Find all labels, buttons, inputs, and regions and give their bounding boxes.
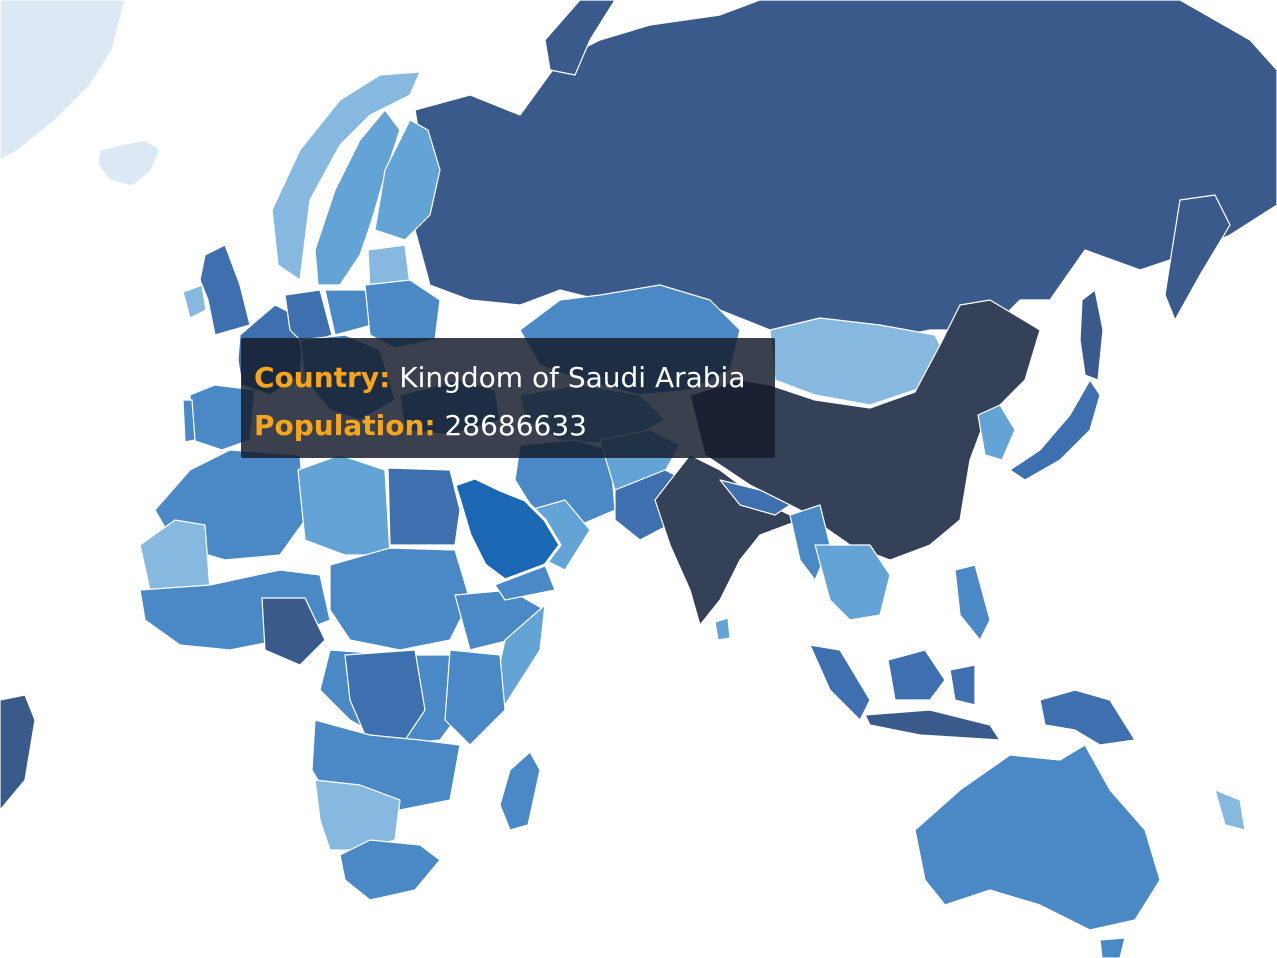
country-tooltip: Country: Kingdom of Saudi Arabia Populat… — [241, 338, 775, 458]
country-sri-lanka[interactable] — [714, 617, 731, 641]
country-ireland[interactable] — [182, 284, 207, 319]
country-saudi-arabia[interactable] — [453, 476, 562, 582]
country-poland[interactable] — [324, 289, 373, 336]
country-south-america-edge[interactable] — [0, 694, 36, 811]
country-java-timor[interactable] — [864, 709, 1001, 741]
tooltip-population-label: Population: — [254, 409, 436, 442]
country-tasmania[interactable] — [1099, 937, 1126, 958]
country-novaya-zemlya[interactable] — [544, 0, 616, 76]
country-greenland[interactable] — [0, 0, 126, 161]
country-libya[interactable] — [297, 454, 391, 556]
country-nigeria[interactable] — [261, 597, 326, 666]
country-south-africa[interactable] — [339, 839, 441, 901]
country-sakhalin[interactable] — [1079, 289, 1104, 381]
country-korea[interactable] — [977, 404, 1016, 461]
country-western-sahara[interactable] — [139, 519, 211, 591]
country-uk[interactable] — [199, 244, 251, 336]
country-east-africa[interactable] — [444, 649, 506, 746]
country-finland[interactable] — [374, 119, 441, 241]
tooltip-country-value: Kingdom of Saudi Arabia — [399, 361, 746, 394]
country-malaysia-sumatra[interactable] — [809, 644, 871, 721]
country-russia[interactable] — [414, 0, 1277, 341]
country-philippines[interactable] — [954, 564, 991, 641]
country-new-zealand[interactable] — [1214, 789, 1246, 831]
country-sulawesi[interactable] — [949, 664, 976, 706]
tooltip-population-value: 28686633 — [444, 409, 587, 442]
country-indochina[interactable] — [814, 544, 891, 621]
country-borneo[interactable] — [887, 649, 946, 701]
country-india[interactable] — [654, 454, 801, 626]
country-portugal[interactable] — [182, 399, 196, 443]
country-iceland[interactable] — [97, 139, 161, 187]
tooltip-population-row: Population: 28686633 — [254, 402, 762, 450]
country-sudan-chad[interactable] — [329, 547, 471, 651]
tooltip-country-label: Country: — [254, 361, 391, 394]
country-egypt[interactable] — [387, 467, 461, 546]
country-japan[interactable] — [1009, 379, 1101, 481]
country-madagascar[interactable] — [499, 751, 541, 831]
country-congo-dr[interactable] — [344, 649, 426, 741]
country-australia[interactable] — [914, 744, 1161, 931]
country-norway[interactable] — [271, 71, 421, 281]
country-new-guinea[interactable] — [1039, 689, 1136, 746]
tooltip-country-row: Country: Kingdom of Saudi Arabia — [254, 354, 762, 402]
country-kamchatka[interactable] — [1164, 194, 1231, 321]
country-nepal-bangladesh[interactable] — [719, 479, 791, 516]
